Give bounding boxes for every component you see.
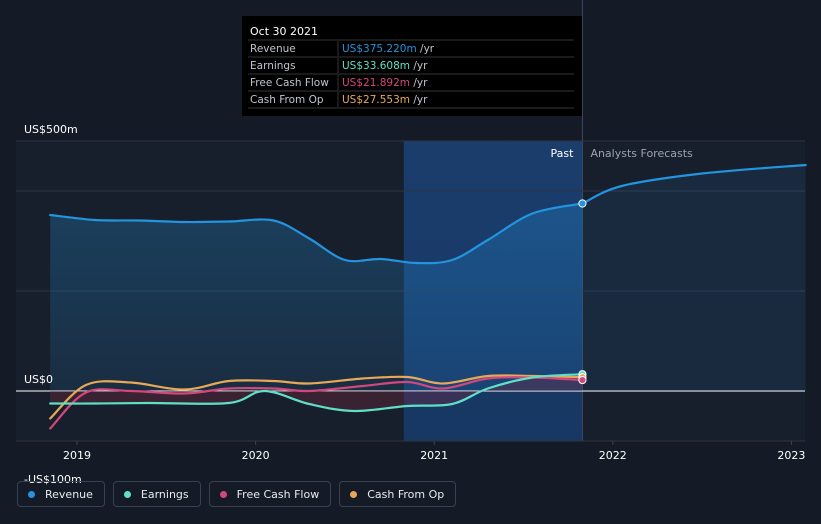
free-cash-flow-line (49, 376, 584, 430)
x-tick-label: 2021 (420, 449, 448, 462)
tooltip-value: US$27.553m /yr (342, 94, 428, 106)
legend: Revenue Earnings Free Cash Flow Cash Fro… (17, 481, 457, 507)
free-cash-flow-dot-icon (219, 490, 227, 498)
tooltip-value: US$375.220m /yr (342, 43, 435, 55)
x-tick-label: 2020 (242, 449, 270, 462)
tooltip-box (242, 16, 582, 116)
tooltip-value-unit: /yr (410, 77, 428, 89)
tooltip-value-number: US$375.220m (342, 43, 417, 55)
earnings-area-fill (50, 374, 583, 412)
legend-item-free-cash-flow[interactable]: Free Cash Flow (208, 481, 332, 507)
past-label: Past (551, 147, 575, 160)
tooltip-value-unit: /yr (410, 94, 428, 106)
legend-item-cash-from-op[interactable]: Cash From Op (339, 481, 457, 507)
x-tick-label: 2023 (777, 449, 805, 462)
revenue-area-fill (50, 203, 583, 391)
tooltip-value: US$21.892m /yr (342, 77, 428, 89)
revenue-line (49, 202, 584, 265)
cash-from-op-line (49, 374, 584, 420)
legend-label-earnings: Earnings (140, 487, 189, 501)
legend-item-earnings[interactable]: Earnings (112, 481, 201, 507)
y-tick-label: US$0 (24, 373, 53, 386)
tooltip-date: Oct 30 2021 (250, 25, 318, 38)
earnings-line (49, 373, 584, 413)
legend-label-cash-from-op: Cash From Op (367, 487, 445, 501)
tooltip-label: Free Cash Flow (250, 77, 329, 89)
tooltip-value-unit: /yr (410, 60, 428, 72)
y-tick-label: -US$100m (24, 473, 82, 486)
revenue-point (578, 199, 587, 208)
tooltip-value-number: US$21.892m (342, 77, 410, 89)
tooltip-value: US$33.608m /yr (342, 60, 428, 72)
revenue-area-fill (582, 165, 806, 391)
earnings-dot-icon (123, 490, 131, 498)
tooltip-value-number: US$27.553m (342, 94, 410, 106)
y-tick-label: US$500m (24, 123, 78, 136)
tooltip-label: Revenue (250, 43, 296, 55)
x-tick-label: 2022 (599, 449, 627, 462)
tooltip-value-unit: /yr (417, 43, 435, 55)
tooltip-value-number: US$33.608m (342, 60, 410, 72)
legend-item-revenue[interactable]: Revenue (17, 481, 105, 507)
cash-from-op-dot-icon (350, 490, 358, 498)
x-tick-label: 2019 (63, 449, 91, 462)
tooltip-label: Cash From Op (250, 94, 324, 106)
free-cash-flow-point (578, 375, 587, 385)
forecast-label: Analysts Forecasts (590, 147, 693, 160)
revenue-forecast-line (581, 163, 807, 205)
tooltip-label: Earnings (250, 60, 296, 72)
legend-label-free-cash-flow: Free Cash Flow (236, 487, 320, 501)
revenue-dot-icon (28, 490, 35, 498)
legend-label-revenue: Revenue (45, 487, 93, 501)
